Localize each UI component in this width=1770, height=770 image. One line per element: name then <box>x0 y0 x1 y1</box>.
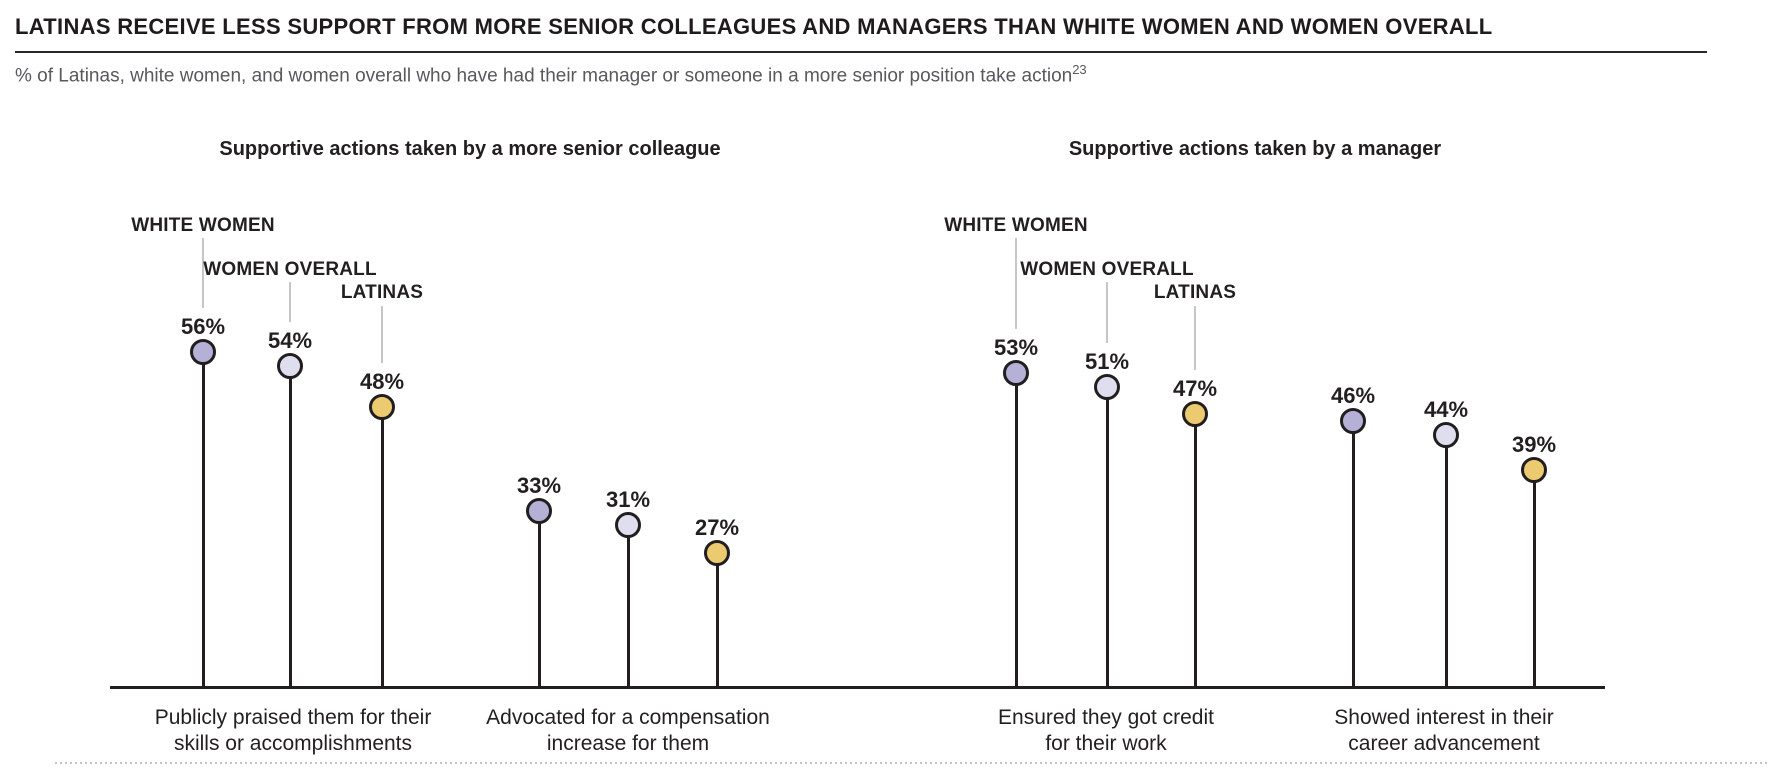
leader-line <box>289 282 291 322</box>
series-label-latinas: LATINAS <box>340 282 424 303</box>
lollipop-stem <box>1105 387 1109 687</box>
lollipop-stem <box>380 407 384 687</box>
lollipop-dot-women-overall <box>1094 374 1120 400</box>
panel-title-senior-colleague: Supportive actions taken by a more senio… <box>219 138 721 160</box>
lollipop-stem <box>1444 435 1448 687</box>
value-label: 53% <box>993 335 1039 360</box>
lollipop-stem <box>1532 470 1536 687</box>
lollipop-dot-white-women <box>1340 408 1366 434</box>
lollipop-stem <box>1014 373 1018 687</box>
bottom-dotted-rule <box>55 762 1770 764</box>
value-label: 54% <box>267 328 313 353</box>
value-label: 51% <box>1084 349 1130 374</box>
lollipop-dot-latinas <box>1521 457 1547 483</box>
category-label-line: skills or accomplishments <box>173 732 413 755</box>
lollipop-dot-women-overall <box>1433 422 1459 448</box>
value-label: 27% <box>694 515 740 540</box>
footnote-marker: 23 <box>1072 62 1087 77</box>
lollipop-dot-women-overall <box>277 353 303 379</box>
lollipop-stem <box>626 525 630 687</box>
title-underline-rule <box>15 51 1707 53</box>
value-label: 44% <box>1423 397 1469 422</box>
category-label-line: Advocated for a compensation <box>486 706 770 729</box>
lollipop-dot-white-women <box>190 339 216 365</box>
value-label: 31% <box>605 487 651 512</box>
category-label: Advocated for a compensation increase for… <box>448 705 808 757</box>
leader-line <box>381 306 383 363</box>
series-label-latinas: LATINAS <box>1153 282 1237 303</box>
category-label: Publicly praised them for their skills or… <box>113 705 473 757</box>
page-title: LATINAS RECEIVE LESS SUPPORT FROM MORE S… <box>15 14 1493 39</box>
panel-title-manager: Supportive actions taken by a manager <box>1068 138 1442 160</box>
lollipop-dot-white-women <box>1003 360 1029 386</box>
lollipop-dot-latinas <box>1182 401 1208 427</box>
axis-baseline <box>110 686 1605 689</box>
category-label-line: increase for them <box>546 732 710 755</box>
lollipop-dot-latinas <box>704 540 730 566</box>
lollipop-stem <box>1351 421 1355 687</box>
leader-line <box>1015 238 1017 329</box>
value-label: 47% <box>1172 376 1218 401</box>
lollipop-dot-latinas <box>369 394 395 420</box>
value-label: 33% <box>516 473 562 498</box>
lollipop-dot-white-women <box>526 498 552 524</box>
category-label: Ensured they got credit for their work <box>926 705 1286 757</box>
lollipop-dot-women-overall <box>615 512 641 538</box>
category-label-line: career advancement <box>1348 732 1540 755</box>
leader-line <box>1194 306 1196 370</box>
leader-line <box>202 238 204 308</box>
series-label-white-women: WHITE WOMEN <box>944 215 1088 236</box>
value-label: 56% <box>180 314 226 339</box>
lollipop-stem <box>1193 414 1197 687</box>
subtitle-text: % of Latinas, white women, and women ove… <box>15 65 1073 87</box>
lollipop-stem <box>715 553 719 687</box>
series-label-women-overall: WOMEN OVERALL <box>1020 259 1194 280</box>
category-label-line: Ensured they got credit <box>998 706 1214 729</box>
value-label: 39% <box>1511 432 1557 457</box>
leader-line <box>1106 282 1108 343</box>
series-label-white-women: WHITE WOMEN <box>131 215 275 236</box>
lollipop-stem <box>288 366 292 687</box>
series-label-women-overall: WOMEN OVERALL <box>203 259 377 280</box>
chart-subtitle: % of Latinas, white women, and women ove… <box>15 62 1515 87</box>
value-label: 48% <box>359 369 405 394</box>
category-label-line: Publicly praised them for their <box>154 706 432 729</box>
lollipop-stem <box>201 352 205 687</box>
category-label: Showed interest in their career advanceme… <box>1264 705 1624 757</box>
category-label-line: Showed interest in their <box>1334 706 1554 729</box>
lollipop-stem <box>537 511 541 687</box>
value-label: 46% <box>1330 383 1376 408</box>
category-label-line: for their work <box>1045 732 1167 755</box>
